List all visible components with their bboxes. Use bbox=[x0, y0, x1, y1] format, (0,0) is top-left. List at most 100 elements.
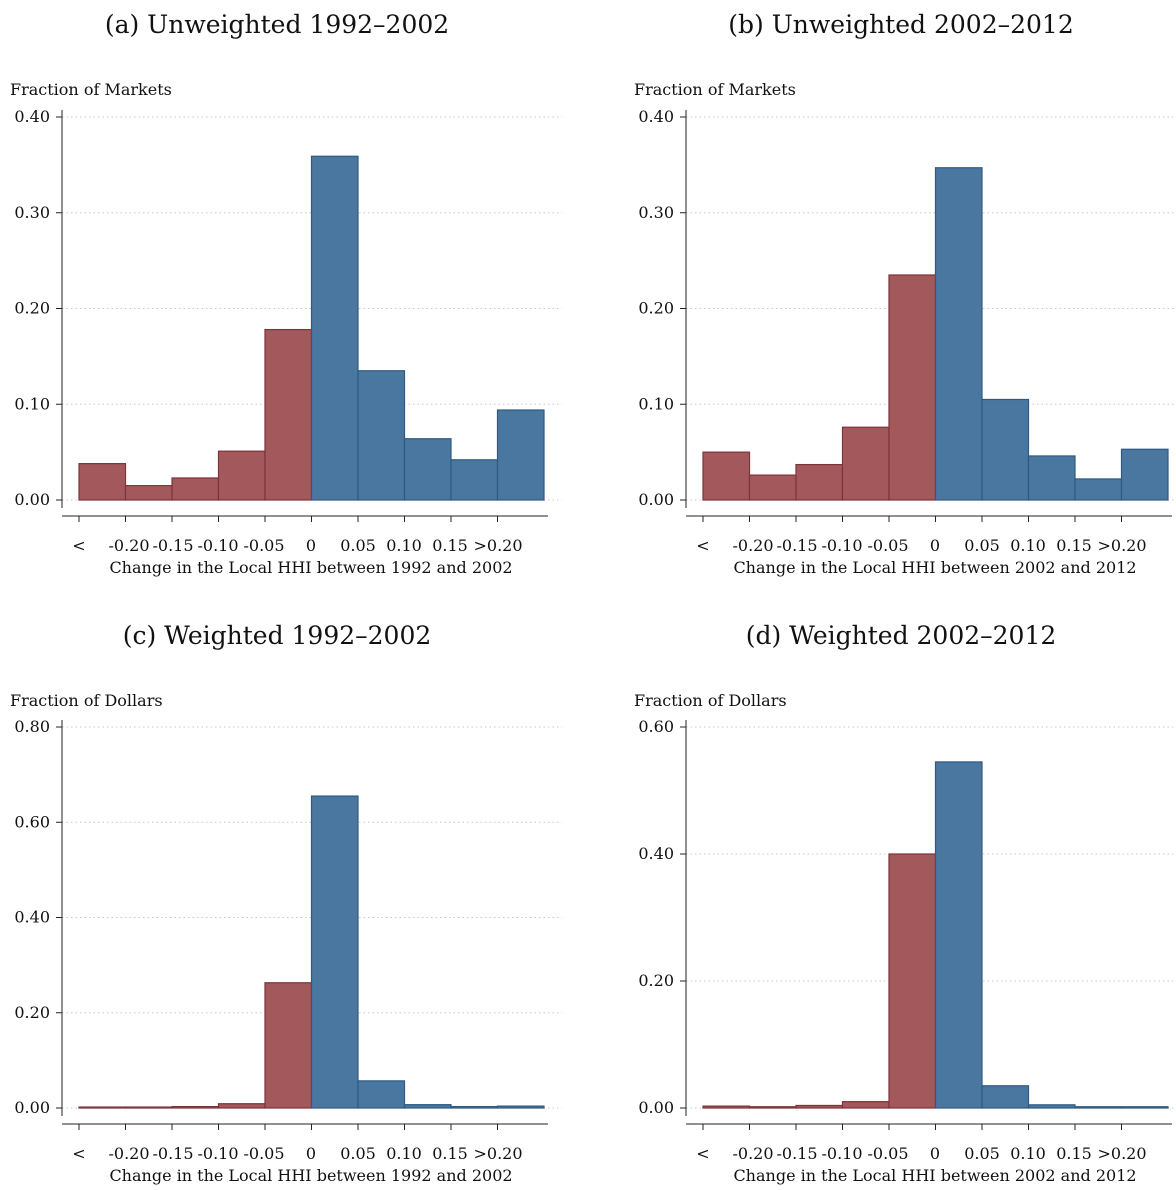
y-tick-label: 0.30 bbox=[638, 203, 674, 222]
x-tick-label: -0.10 bbox=[197, 1144, 238, 1163]
chart-panel-3: (c) Weighted 1992–2002 Fraction of Dollar… bbox=[10, 621, 562, 1185]
bar-0.15 bbox=[1074, 478, 1123, 501]
bar-0.10 bbox=[1027, 1104, 1076, 1109]
bar--0.05 bbox=[264, 328, 313, 501]
x-tick-label: -0.05 bbox=[243, 1144, 284, 1163]
bar->0.20 bbox=[496, 1105, 545, 1109]
y-tick-label: 0.00 bbox=[638, 1098, 674, 1117]
bar-0.05 bbox=[981, 398, 1030, 501]
y-tick-label: 0.40 bbox=[638, 107, 674, 126]
x-tick-label: >0.20 bbox=[1097, 536, 1146, 555]
bar-0.15 bbox=[450, 459, 499, 501]
x-tick-label: < bbox=[72, 536, 85, 555]
x-tick-label: -0.10 bbox=[197, 536, 238, 555]
x-tick-label: >0.20 bbox=[473, 1144, 522, 1163]
bar--0.10 bbox=[841, 426, 890, 501]
y-tick-label: 0.00 bbox=[638, 490, 674, 509]
y-axis-label: Fraction of Dollars bbox=[634, 691, 787, 710]
x-tick-label: -0.10 bbox=[821, 1144, 862, 1163]
bar--0.20 bbox=[748, 1106, 797, 1109]
x-tick-label: -0.05 bbox=[243, 536, 284, 555]
y-tick-label: 0.40 bbox=[14, 908, 50, 927]
y-tick-label: 0.40 bbox=[14, 107, 50, 126]
bar-0.10 bbox=[403, 1104, 452, 1109]
x-tick-label: 0.05 bbox=[340, 1144, 376, 1163]
bar-0.05 bbox=[357, 370, 406, 501]
y-tick-label: 0.00 bbox=[14, 490, 50, 509]
x-tick-label: 0.15 bbox=[1056, 536, 1092, 555]
bar--0.20 bbox=[748, 474, 797, 501]
x-tick-label: < bbox=[72, 1144, 85, 1163]
x-tick-label: 0.10 bbox=[386, 536, 422, 555]
x-tick-label: 0 bbox=[930, 1144, 940, 1163]
x-tick-label: 0 bbox=[306, 536, 316, 555]
x-tick-label: -0.20 bbox=[732, 536, 773, 555]
chart-panel-1: (a) Unweighted 1992–2002 Fraction of Mark… bbox=[10, 10, 562, 577]
x-tick-label: 0.10 bbox=[1010, 536, 1046, 555]
bar-0.10 bbox=[1027, 455, 1076, 501]
x-tick-label: 0 bbox=[930, 536, 940, 555]
bar--0.05 bbox=[888, 274, 937, 501]
x-tick-label: -0.15 bbox=[776, 536, 817, 555]
y-tick-label: 0.60 bbox=[14, 812, 50, 831]
y-tick-label: 0.60 bbox=[638, 717, 674, 736]
bar--0.05 bbox=[888, 853, 937, 1109]
x-tick-label: -0.20 bbox=[108, 1144, 149, 1163]
x-axis-label: Change in the Local HHI between 1992 and… bbox=[109, 558, 512, 577]
bar--0.10 bbox=[217, 450, 266, 501]
x-tick-label: -0.15 bbox=[152, 1144, 193, 1163]
x-tick-label: >0.20 bbox=[473, 536, 522, 555]
x-tick-label: -0.15 bbox=[152, 536, 193, 555]
x-tick-label: 0.10 bbox=[386, 1144, 422, 1163]
bar-0 bbox=[310, 155, 359, 501]
x-tick-label: -0.10 bbox=[821, 536, 862, 555]
x-axis-label: Change in the Local HHI between 2002 and… bbox=[733, 1166, 1136, 1185]
x-tick-label: -0.20 bbox=[732, 1144, 773, 1163]
x-tick-label: -0.05 bbox=[867, 1144, 908, 1163]
bar->0.20 bbox=[1120, 1106, 1169, 1109]
bar--0.15 bbox=[795, 463, 844, 501]
bar-0 bbox=[310, 795, 359, 1109]
y-tick-label: 0.00 bbox=[14, 1098, 50, 1117]
y-axis-label: Fraction of Markets bbox=[10, 80, 172, 99]
y-tick-label: 0.80 bbox=[14, 717, 50, 736]
x-tick-label: -0.20 bbox=[108, 536, 149, 555]
x-tick-label: -0.15 bbox=[776, 1144, 817, 1163]
x-tick-label: 0.10 bbox=[1010, 1144, 1046, 1163]
bar-< bbox=[702, 1105, 751, 1109]
y-tick-label: 0.40 bbox=[638, 844, 674, 863]
chart-title: (c) Weighted 1992–2002 bbox=[123, 621, 432, 650]
x-tick-label: -0.05 bbox=[867, 536, 908, 555]
bar-< bbox=[78, 463, 127, 501]
y-tick-label: 0.30 bbox=[14, 203, 50, 222]
y-tick-label: 0.10 bbox=[14, 394, 50, 413]
x-tick-label: 0.05 bbox=[340, 536, 376, 555]
y-axis-label: Fraction of Dollars bbox=[10, 691, 163, 710]
x-tick-label: 0 bbox=[306, 1144, 316, 1163]
y-tick-label: 0.20 bbox=[638, 299, 674, 318]
bar-0.10 bbox=[403, 438, 452, 501]
bar--0.10 bbox=[217, 1103, 266, 1109]
bar-0.15 bbox=[1074, 1106, 1123, 1109]
x-axis-label: Change in the Local HHI between 1992 and… bbox=[109, 1166, 512, 1185]
bar-0.15 bbox=[450, 1105, 499, 1109]
bar->0.20 bbox=[496, 409, 545, 501]
bar-0.05 bbox=[357, 1080, 406, 1109]
chart-panel-4: (d) Weighted 2002–2012 Fraction of Dollar… bbox=[634, 621, 1176, 1185]
x-tick-label: < bbox=[696, 1144, 709, 1163]
x-tick-label: 0.15 bbox=[432, 1144, 468, 1163]
y-axis-label: Fraction of Markets bbox=[634, 80, 796, 99]
bar--0.15 bbox=[171, 477, 220, 501]
x-tick-label: 0.15 bbox=[432, 536, 468, 555]
x-tick-label: 0.05 bbox=[964, 1144, 1000, 1163]
bar--0.05 bbox=[264, 982, 313, 1109]
y-tick-label: 0.20 bbox=[638, 971, 674, 990]
chart-title: (a) Unweighted 1992–2002 bbox=[105, 10, 449, 39]
bar--0.15 bbox=[171, 1105, 220, 1109]
bar--0.20 bbox=[124, 1106, 173, 1109]
bar-0 bbox=[934, 761, 983, 1109]
x-tick-label: 0.15 bbox=[1056, 1144, 1092, 1163]
x-tick-label: 0.05 bbox=[964, 536, 1000, 555]
bar--0.10 bbox=[841, 1101, 890, 1109]
